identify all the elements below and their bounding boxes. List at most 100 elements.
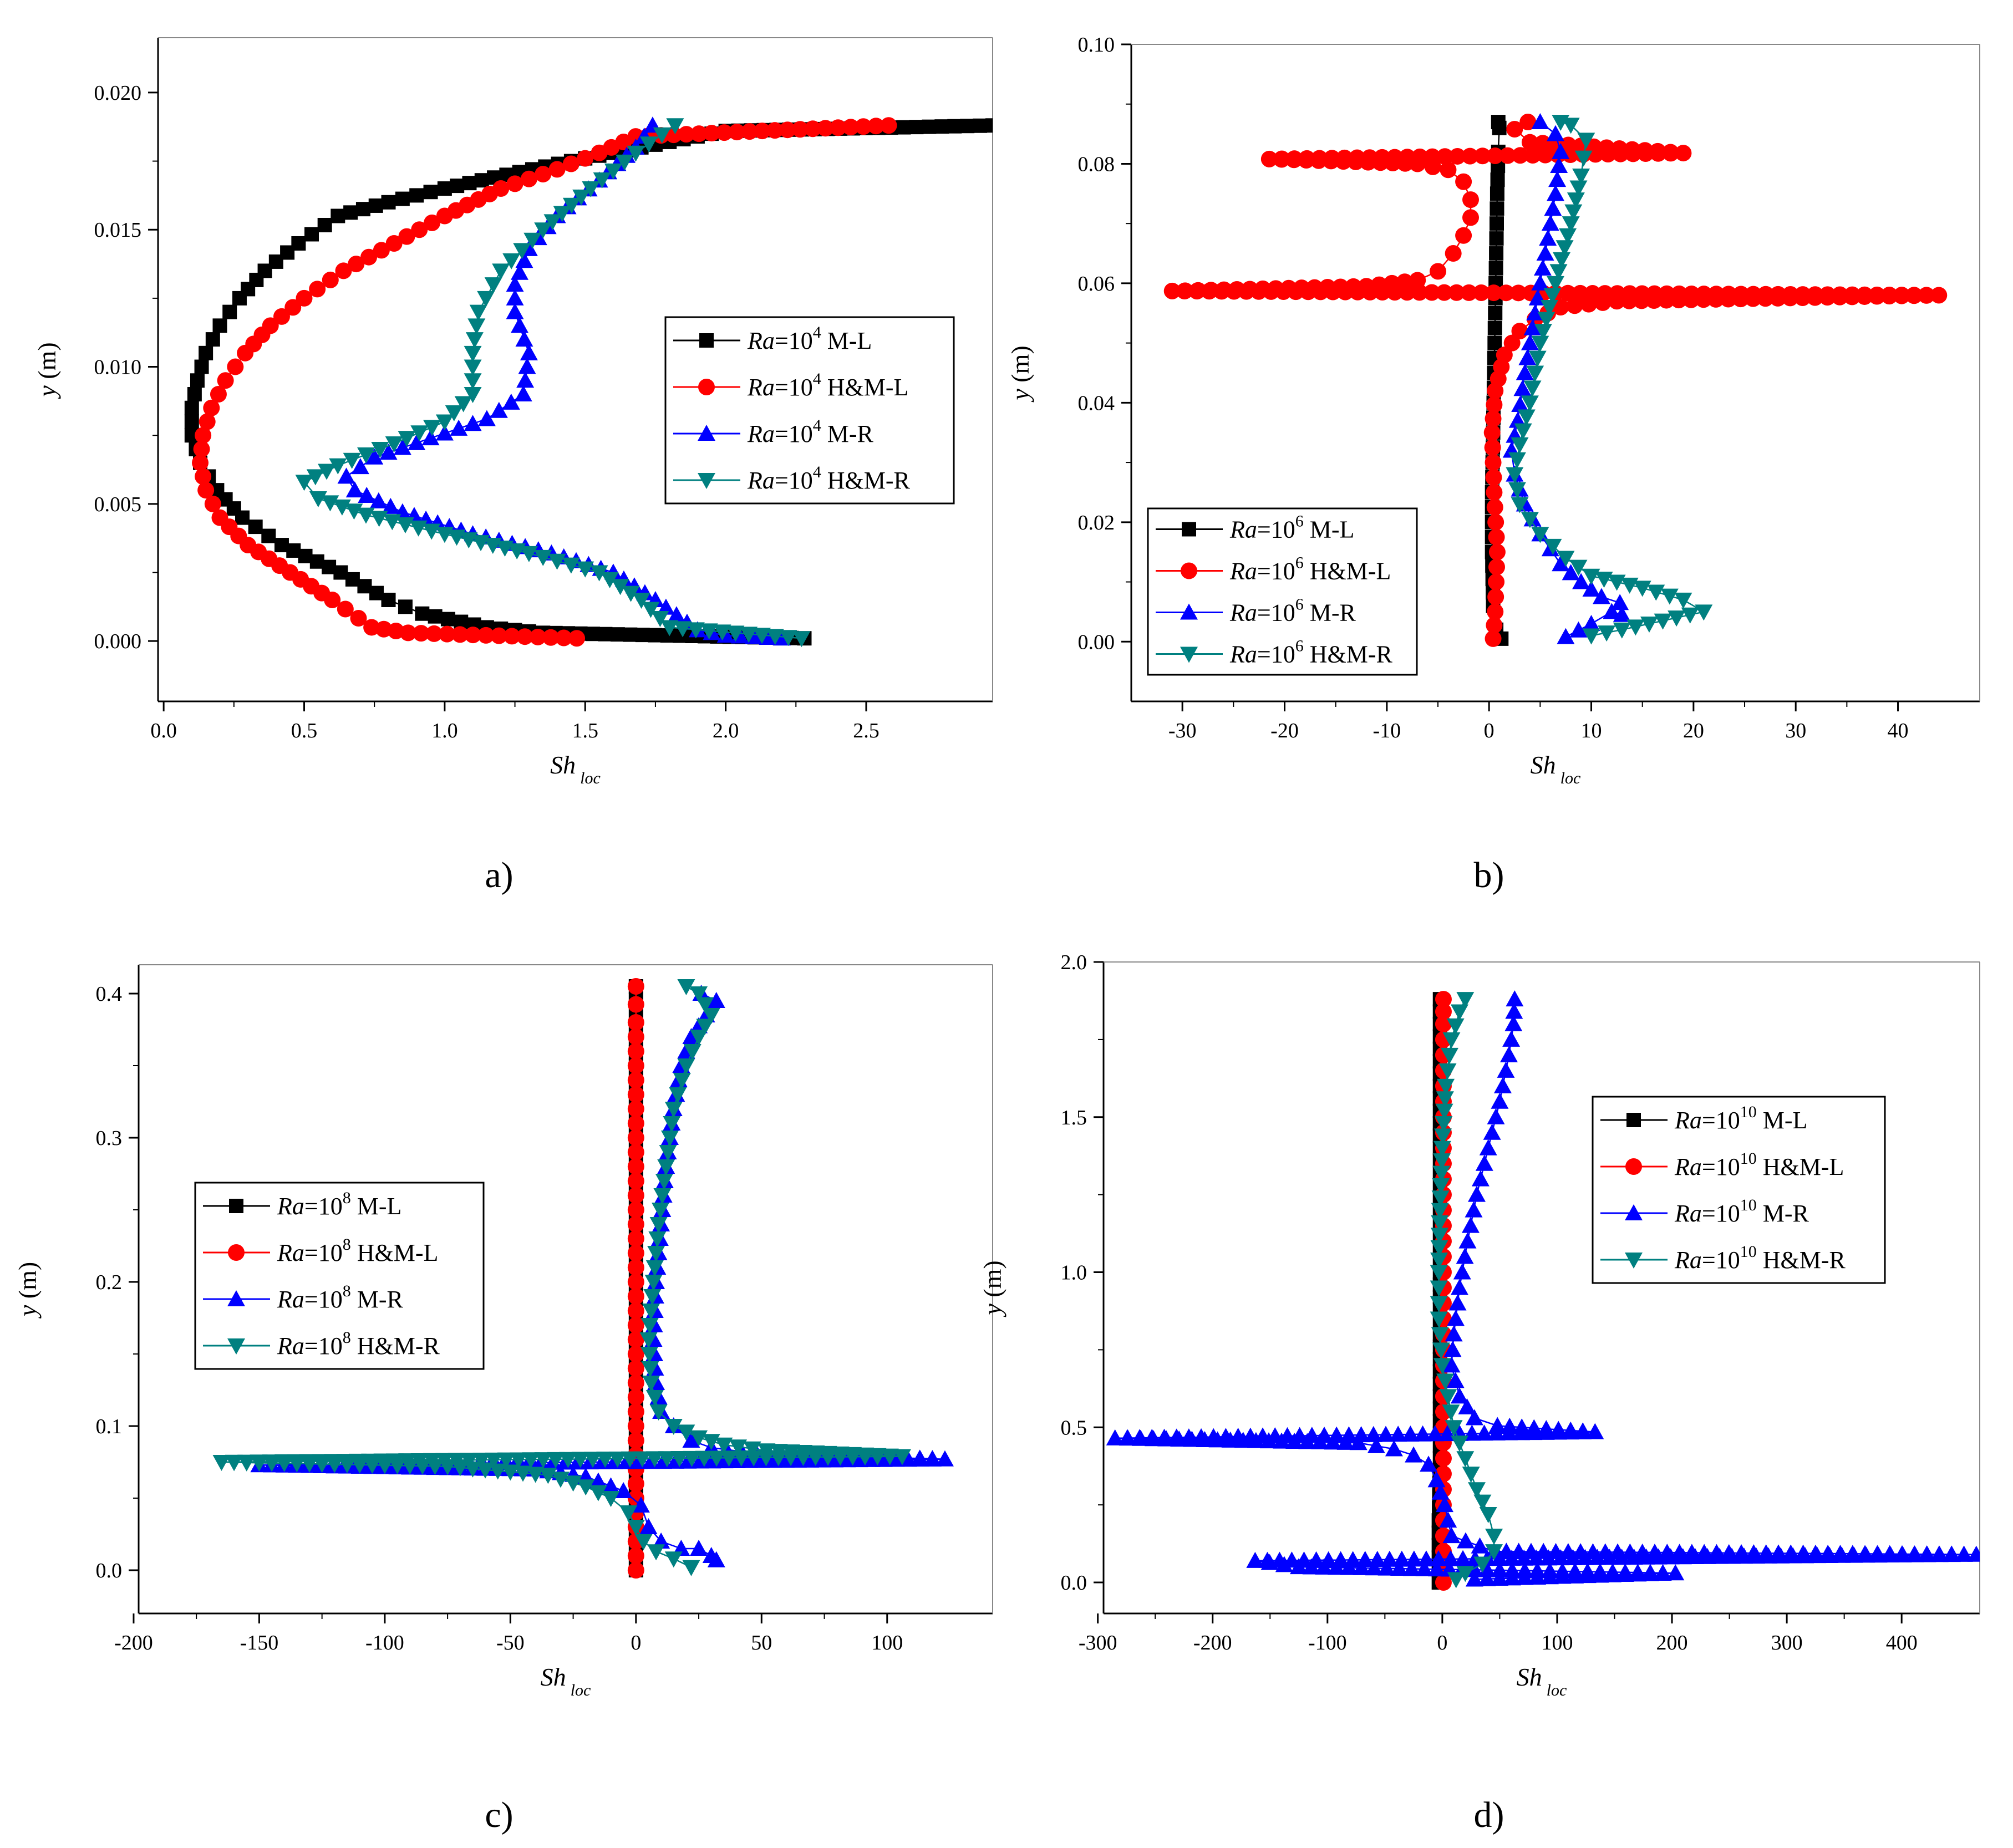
y-axis-title: y (m) (33, 342, 61, 399)
data-point (435, 527, 454, 543)
data-point (1640, 616, 1658, 633)
data-point (237, 1454, 256, 1471)
data-point (562, 155, 580, 172)
data-point (1474, 147, 1491, 165)
data-point (1456, 992, 1475, 1009)
data-point (677, 1058, 695, 1075)
data-point (627, 1346, 644, 1362)
data-point (700, 623, 718, 640)
data-point (1518, 349, 1537, 365)
data-point (1491, 1561, 1509, 1578)
data-point (1303, 1427, 1321, 1443)
data-point (627, 1072, 644, 1088)
data-point (1543, 288, 1562, 304)
data-point (1473, 1494, 1492, 1511)
data-point (534, 222, 552, 239)
data-point (1592, 588, 1610, 604)
data-point (199, 413, 216, 430)
data-point (960, 119, 975, 134)
data-point (1534, 135, 1551, 152)
data-point (1675, 145, 1692, 162)
data-point (728, 124, 745, 141)
data-point (1577, 133, 1595, 149)
data-point (1430, 1311, 1448, 1328)
data-point (1770, 286, 1787, 303)
data-point (702, 1547, 720, 1563)
legend-label: Ra=108 M-L (277, 1189, 401, 1220)
data-point (1202, 282, 1219, 299)
data-point (363, 619, 380, 636)
data-point (1488, 528, 1505, 546)
legend: Ra=106 M-L Ra=106 H&M-L Ra=106 M-R Ra=106 H… (1147, 507, 1418, 676)
data-point (1523, 319, 1542, 335)
data-point (484, 277, 502, 294)
legend-label: Ra=108 H&M-L (277, 1235, 438, 1266)
data-point (358, 487, 376, 503)
data-point (633, 1451, 652, 1468)
data-point (867, 118, 884, 135)
x-tick-label: 1.0 (431, 719, 458, 742)
data-point (1458, 1232, 1477, 1249)
data-point (642, 1376, 660, 1392)
data-point (1831, 286, 1848, 303)
data-point (642, 602, 660, 618)
data-point (1440, 1047, 1458, 1064)
data-point (1332, 278, 1349, 296)
x-tick-label: 0 (1437, 1631, 1447, 1654)
data-point (547, 1452, 565, 1468)
data-point (408, 434, 426, 450)
legend-label: Ra=1010 H&M-R (1674, 1243, 1846, 1274)
data-point (559, 1452, 577, 1468)
data-point (1460, 284, 1477, 301)
data-point (1608, 574, 1626, 591)
data-point (1436, 148, 1453, 165)
data-point (664, 1102, 683, 1118)
data-point (1831, 1545, 1849, 1561)
data-point (640, 136, 658, 153)
data-point (368, 198, 383, 213)
data-point (1475, 1424, 1493, 1441)
data-point (649, 1404, 668, 1421)
chart-panel-d: -300 -200 -100 0 100 200 300 400 0.0 0.5 1.0 1.5 2.0… (978, 951, 1980, 1835)
data-point (1365, 1559, 1383, 1576)
data-point (1943, 1545, 1961, 1562)
data-point (1499, 147, 1516, 164)
data-point (484, 538, 502, 554)
data-point (398, 599, 413, 614)
legend-entry: Ra=104 M-L (673, 323, 872, 354)
data-point (1266, 1427, 1284, 1444)
y-axis-title: y (m) (978, 1260, 1006, 1317)
data-point (501, 1464, 520, 1481)
data-point (1376, 1426, 1395, 1442)
data-point (590, 565, 608, 582)
data-point (1455, 227, 1472, 244)
data-point (1246, 1551, 1264, 1568)
data-point (1559, 228, 1577, 245)
data-point (1782, 286, 1799, 303)
data-point (1260, 150, 1278, 167)
data-point (627, 145, 645, 162)
data-point (212, 1455, 231, 1471)
data-point (1283, 1551, 1301, 1568)
data-point (421, 429, 440, 446)
data-point (664, 1551, 683, 1568)
data-point (1549, 264, 1568, 281)
data-point (450, 419, 468, 436)
data-point (262, 1454, 280, 1471)
data-point (535, 166, 552, 183)
data-point (1528, 350, 1547, 367)
data-point (1430, 1253, 1448, 1269)
data-point (1462, 191, 1479, 208)
data-point (1462, 1467, 1480, 1483)
data-point (423, 1453, 441, 1469)
data-point (1844, 286, 1861, 303)
data-point (702, 1008, 720, 1024)
legend-label: Ra=108 H&M-R (277, 1328, 440, 1360)
data-point (261, 528, 276, 543)
data-point (695, 1450, 713, 1467)
data-point (1487, 603, 1504, 620)
data-point (361, 1453, 379, 1470)
data-point (1485, 454, 1502, 471)
series-h-m-r (295, 118, 811, 648)
legend-marker (698, 425, 715, 441)
